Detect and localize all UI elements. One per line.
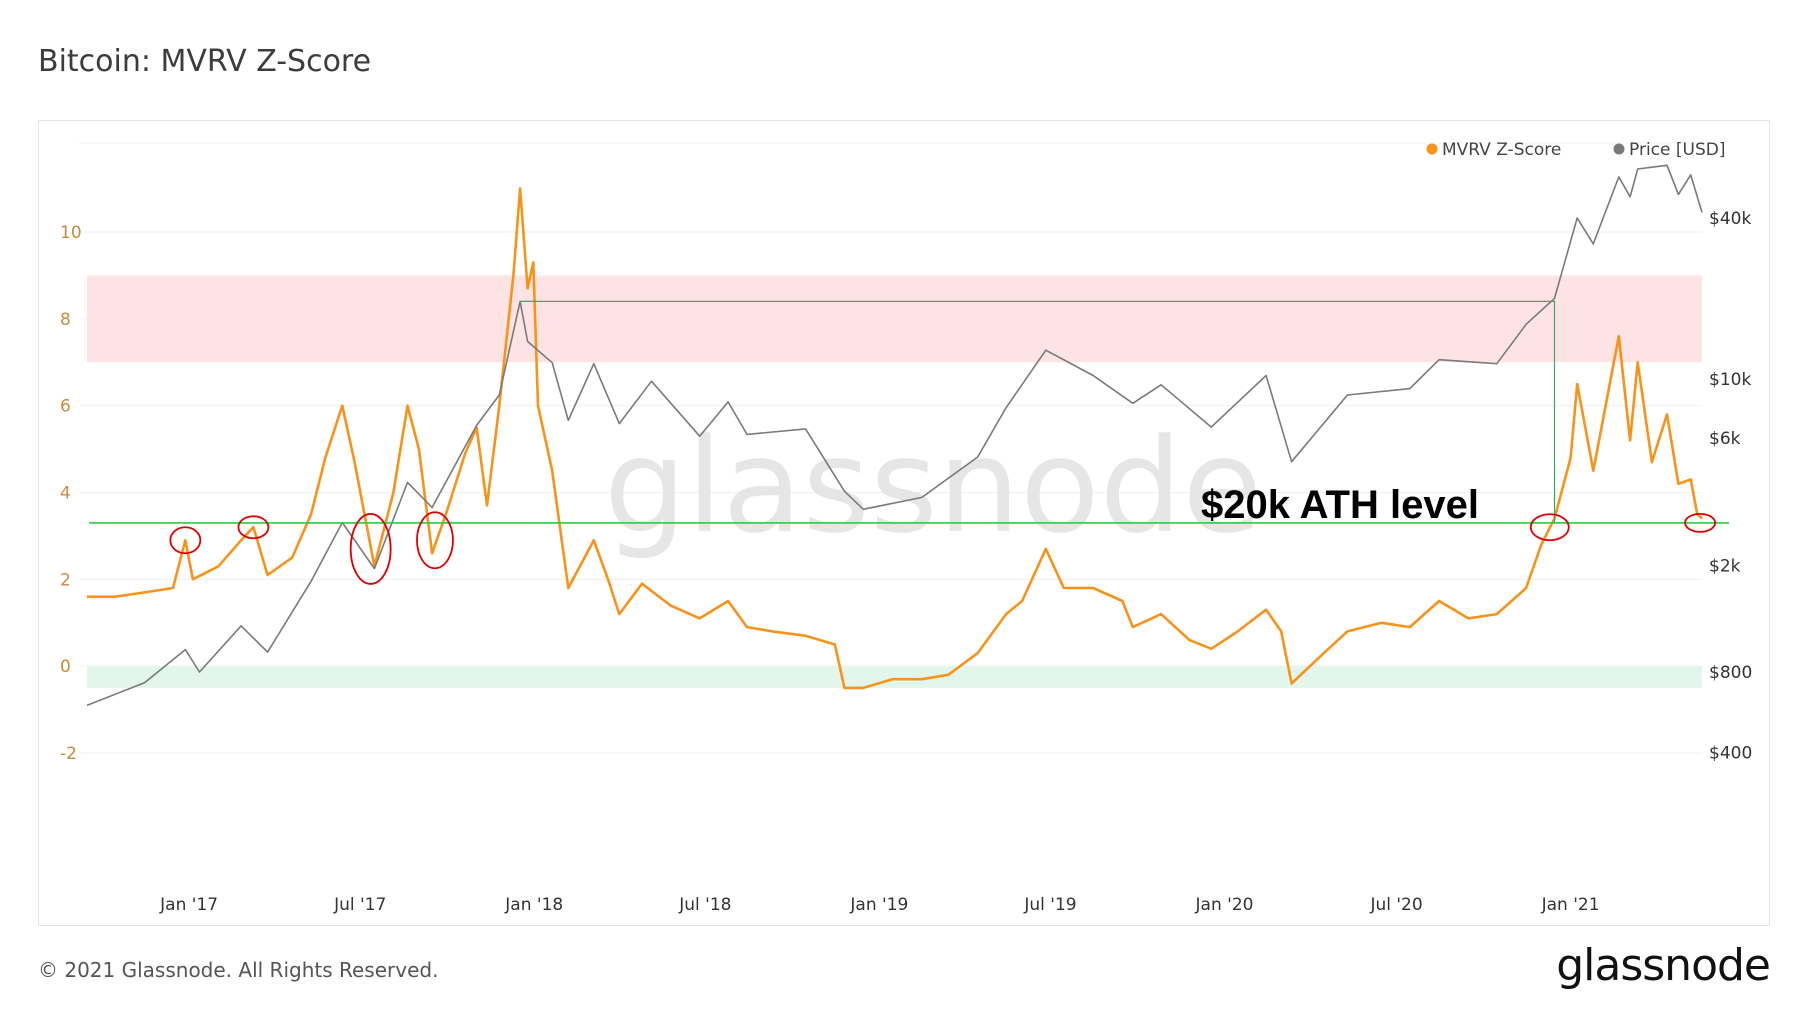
highlight-circle <box>1684 512 1717 533</box>
right-axis-tick-label: $40k <box>1709 209 1751 229</box>
price-line[interactable] <box>86 164 1703 707</box>
x-axis-tick-label: Jul '19 <box>1023 895 1076 915</box>
highlight-circle <box>1529 513 1570 542</box>
left-axis-tick-label: 6 <box>60 397 71 417</box>
x-axis-tick-label: Jan '17 <box>159 895 218 915</box>
left-axis-tick-label: -2 <box>60 744 77 764</box>
x-axis-tick-label: Jul '18 <box>678 895 731 915</box>
chart-svg[interactable]: glassnode$20k ATH level -2 0 2 4 6 8 10 $400 $800… <box>39 121 1771 927</box>
undervalued-band <box>87 666 1702 688</box>
left-axis-tick-label: 0 <box>60 657 71 677</box>
x-axis-tick-label: Jan '19 <box>849 895 908 915</box>
right-axis-tick-label: $2k <box>1709 557 1741 577</box>
right-axis-tick-label: $6k <box>1709 429 1741 449</box>
mvrv-zscore-line[interactable] <box>87 187 1703 690</box>
highlight-circle <box>416 511 454 570</box>
x-axis-tick-label: Jul '17 <box>333 895 386 915</box>
glassnode-logo[interactable]: glassnode <box>1556 940 1771 991</box>
x-axis-tick-label: Jan '20 <box>1195 895 1254 915</box>
chart-title: Bitcoin: MVRV Z-Score <box>38 44 372 79</box>
highlight-circle <box>349 513 392 585</box>
ath-connector-line <box>520 300 1556 523</box>
x-axis-tick-label: Jan '21 <box>1541 895 1600 915</box>
legend-marker[interactable] <box>1426 143 1438 155</box>
legend-label[interactable]: MVRV Z-Score <box>1442 140 1561 160</box>
left-axis-tick-label: 8 <box>60 310 71 330</box>
right-axis-tick-label: $400 <box>1709 743 1752 763</box>
overvalued-band <box>87 275 1702 363</box>
watermark-text: glassnode <box>604 410 1262 562</box>
highlight-circle <box>169 526 202 555</box>
copyright-footer: © 2021 Glassnode. All Rights Reserved. <box>38 958 439 982</box>
left-axis-tick-label: 4 <box>60 484 71 504</box>
legend-marker[interactable] <box>1613 143 1625 155</box>
right-axis-tick-label: $10k <box>1709 370 1751 390</box>
ath-annotation-label: $20k ATH level <box>1201 483 1479 527</box>
highlight-circle <box>237 515 270 540</box>
x-axis-tick-label: Jul '20 <box>1369 895 1422 915</box>
legend-label[interactable]: Price [USD] <box>1629 140 1725 160</box>
right-axis-tick-label: $800 <box>1709 663 1752 683</box>
x-axis-tick-label: Jan '18 <box>504 895 563 915</box>
left-axis-tick-label: 2 <box>60 570 71 590</box>
chart-panel: glassnode $20k ATH level -2 0 2 4 6 8 10 $400 $800… <box>38 120 1770 926</box>
left-axis-tick-label: 10 <box>60 223 82 243</box>
